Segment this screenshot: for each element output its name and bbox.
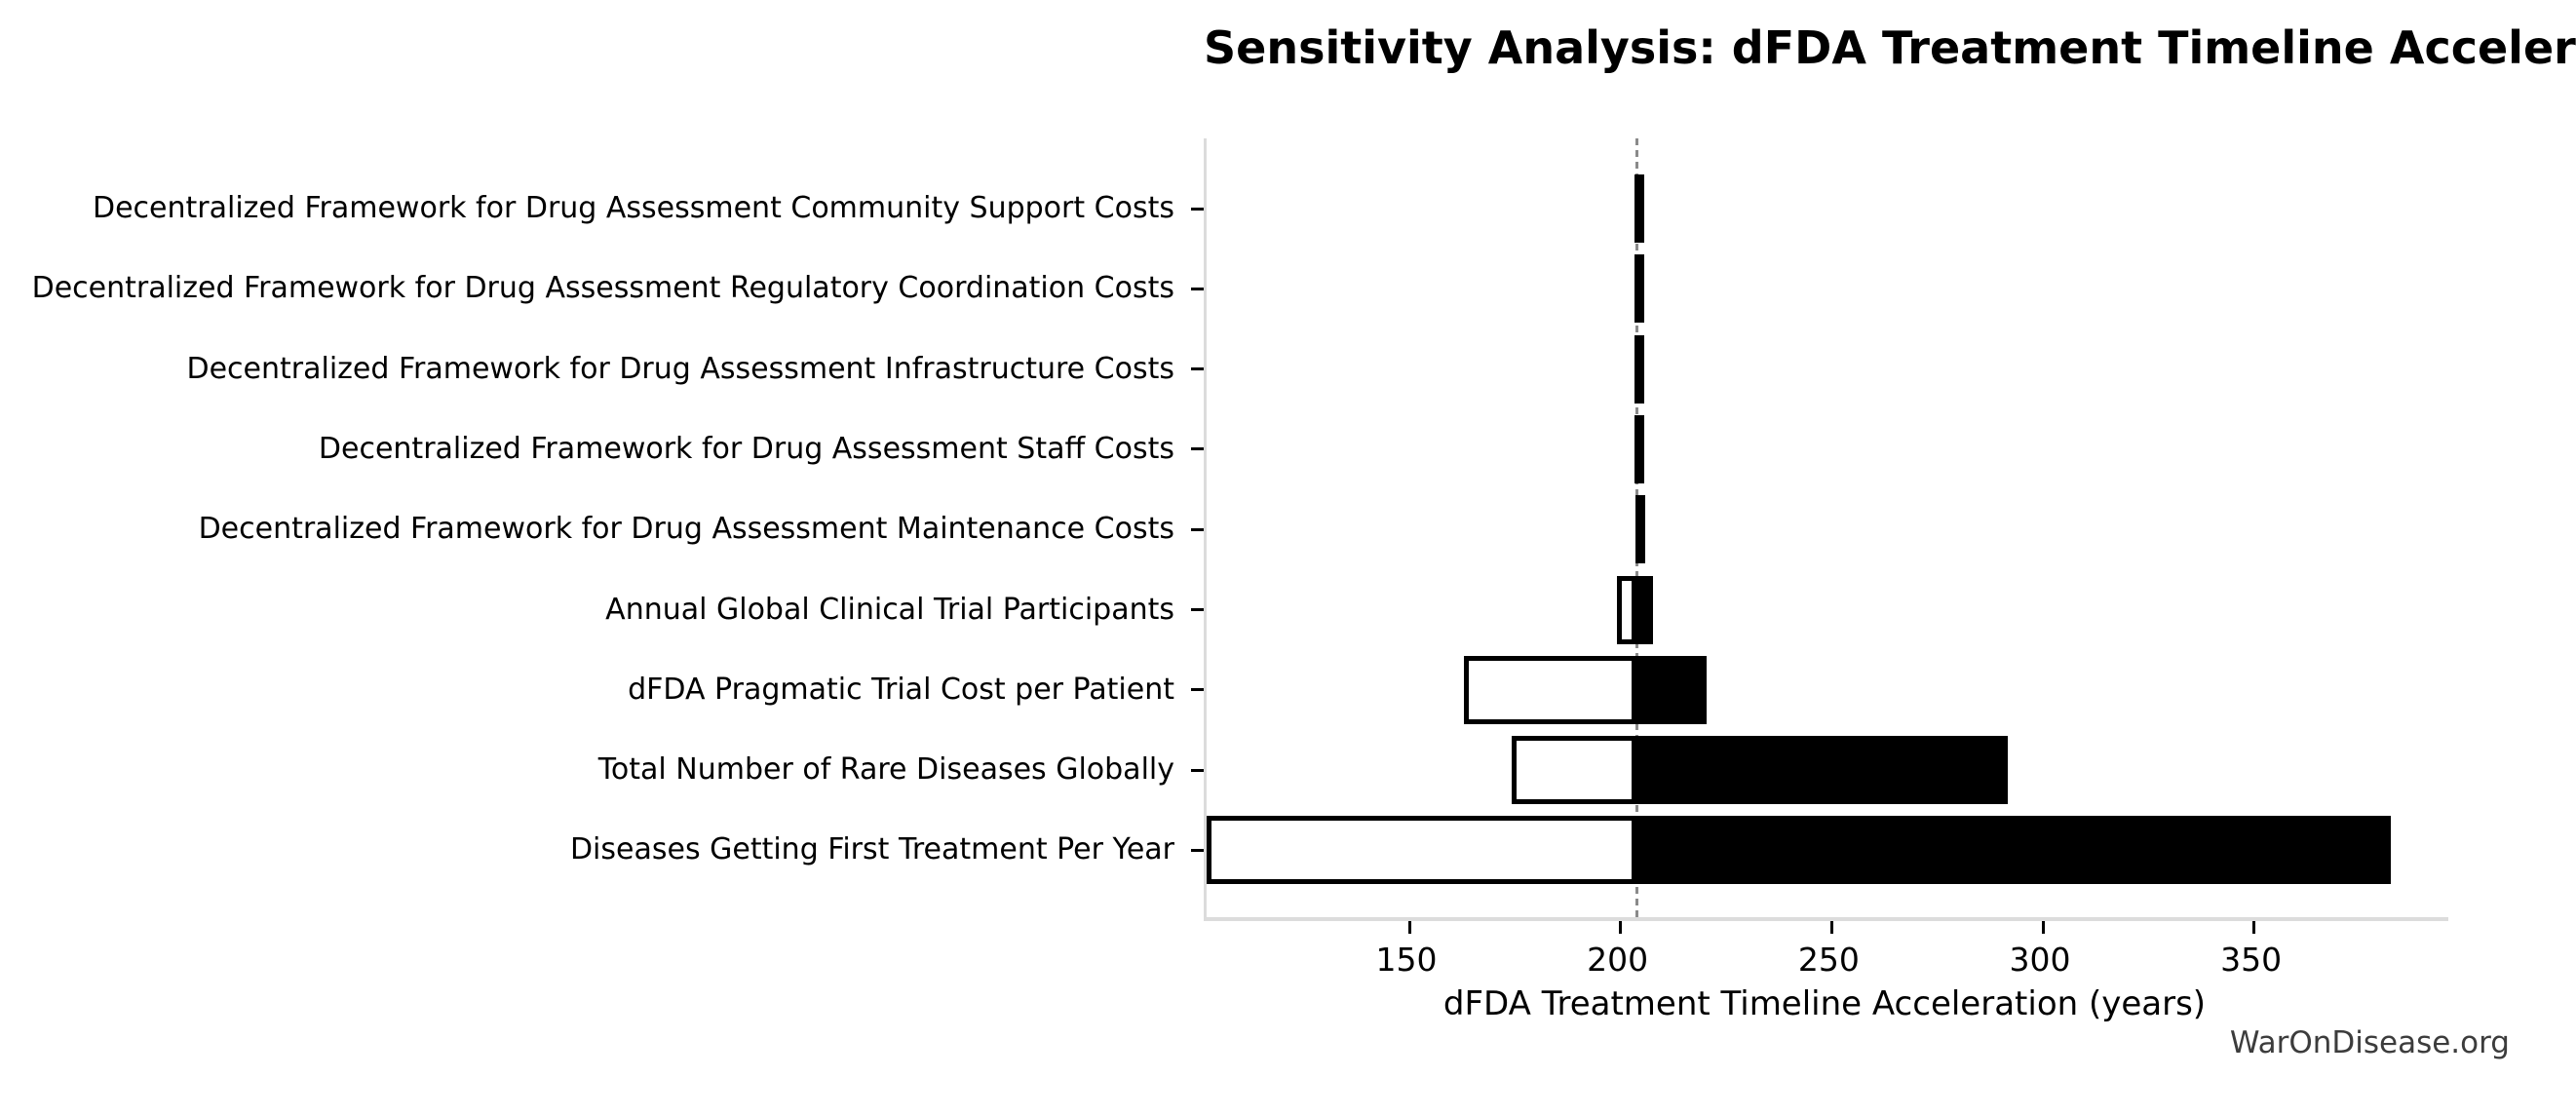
y-axis-tick xyxy=(1191,848,1204,852)
y-axis-label: Decentralized Framework for Drug Assessm… xyxy=(93,191,1174,225)
chart-title: Sensitivity Analysis: dFDA Treatment Tim… xyxy=(1204,21,2576,74)
x-axis-tick-label: 300 xyxy=(2009,941,2071,979)
bar-high-side xyxy=(1636,334,1639,404)
y-axis-tick xyxy=(1191,367,1204,371)
y-axis-tick xyxy=(1191,768,1204,772)
bar-high-side xyxy=(1636,495,1639,564)
y-axis-tick xyxy=(1191,287,1204,290)
x-axis-tick xyxy=(2252,921,2256,934)
y-axis-label: Total Number of Rare Diseases Globally xyxy=(597,752,1174,788)
x-axis-tick-label: 250 xyxy=(1797,941,1860,979)
y-axis-tick xyxy=(1191,527,1204,531)
y-axis-label: Decentralized Framework for Drug Assessm… xyxy=(318,431,1174,466)
bar-high-side xyxy=(1636,736,2008,805)
watermark-text: WarOnDisease.org xyxy=(2229,1025,2510,1060)
y-axis-tick xyxy=(1191,608,1204,611)
bar-low-side xyxy=(1464,655,1637,724)
bar-high-side xyxy=(1636,816,2392,885)
bar-high-side xyxy=(1636,414,1639,483)
bar-high-side xyxy=(1636,655,1707,724)
bar-low-side xyxy=(1511,736,1637,805)
y-axis-tick xyxy=(1191,688,1204,692)
y-axis-label: Diseases Getting First Treatment Per Yea… xyxy=(569,832,1174,867)
bar-high-side xyxy=(1636,254,1639,324)
bar-high-side xyxy=(1636,575,1654,644)
x-axis-title: dFDA Treatment Timeline Acceleration (ye… xyxy=(1442,984,2207,1023)
x-axis-tick xyxy=(1407,921,1411,934)
x-axis-tick-label: 350 xyxy=(2220,941,2283,979)
y-axis-label: Decentralized Framework for Drug Assessm… xyxy=(186,351,1174,386)
y-axis-label: Decentralized Framework for Drug Assessm… xyxy=(31,271,1174,306)
y-axis-label: Decentralized Framework for Drug Assessm… xyxy=(198,512,1174,547)
y-axis-label: dFDA Pragmatic Trial Cost per Patient xyxy=(628,672,1174,707)
bar-high-side xyxy=(1636,174,1639,243)
x-axis-tick-label: 150 xyxy=(1375,941,1438,979)
y-axis-tick xyxy=(1191,207,1204,211)
x-axis-tick xyxy=(1829,921,1833,934)
bar-low-side xyxy=(1617,575,1637,644)
bar-low-side xyxy=(1207,816,1637,885)
y-axis-label: Annual Global Clinical Trial Participant… xyxy=(605,592,1174,627)
x-axis-tick xyxy=(1619,921,1623,934)
x-axis-tick xyxy=(2041,921,2045,934)
y-axis-tick xyxy=(1191,447,1204,451)
plot-area xyxy=(1191,138,2448,934)
x-axis-tick-label: 200 xyxy=(1587,941,1649,979)
